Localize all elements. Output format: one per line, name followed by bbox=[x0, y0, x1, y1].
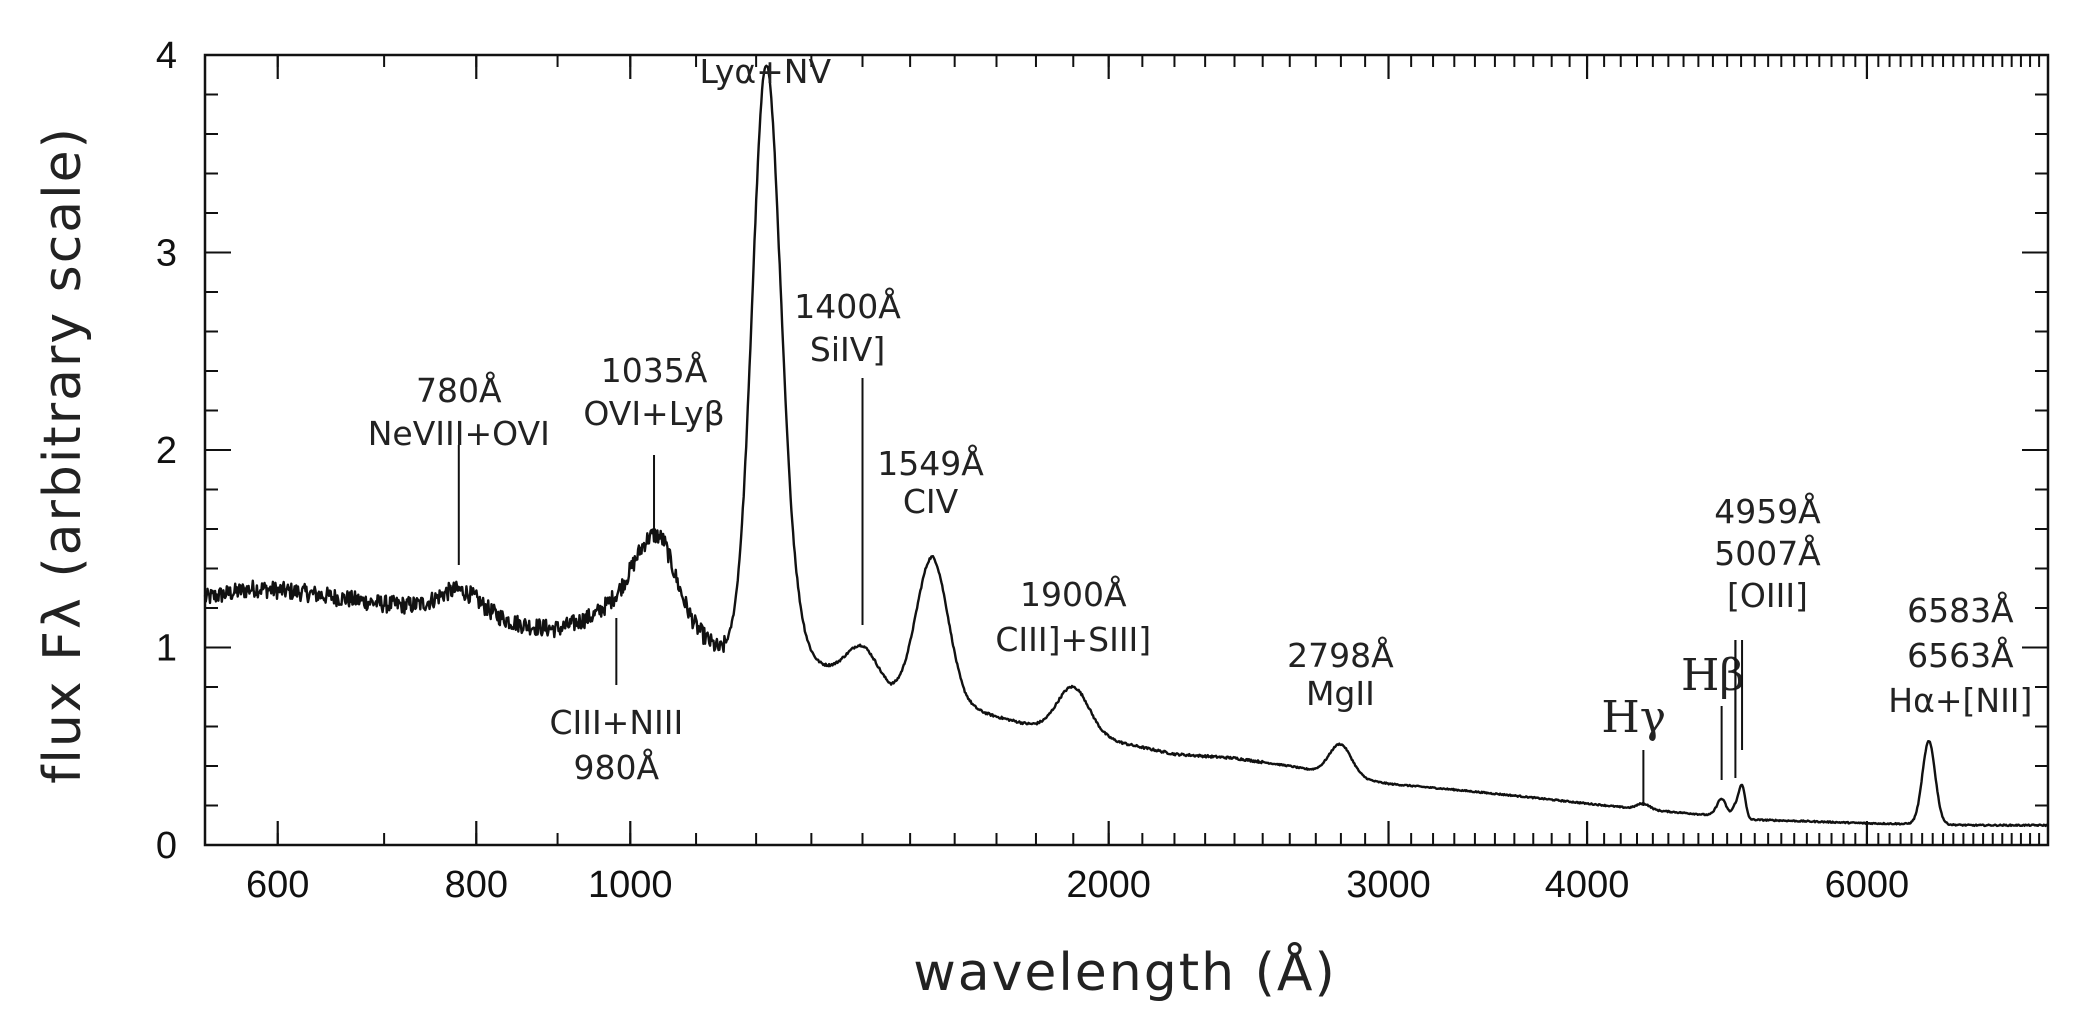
annotation-label: 1035Å bbox=[601, 350, 708, 390]
annotation-2: Lyα+NV bbox=[699, 52, 831, 91]
annotation-1: 1035Å OVI+Lyβ bbox=[583, 350, 725, 532]
annotation-label: 5007Å bbox=[1714, 533, 1821, 573]
annotation-8: Hγ bbox=[1601, 692, 1666, 806]
y-axis-title: flux Fλ (arbitrary scale) bbox=[33, 126, 93, 784]
spectrum-line bbox=[203, 64, 2049, 828]
x-tick-label: 2000 bbox=[1066, 864, 1151, 906]
annotation-5: 1900Å CIII]+SIII] bbox=[995, 574, 1151, 659]
annotation-label: Hγ bbox=[1601, 692, 1666, 743]
annotation-label: 6583Å bbox=[1907, 590, 2014, 630]
annotation-label: [OIII] bbox=[1727, 576, 1808, 615]
y-tick-label: 4 bbox=[156, 35, 177, 77]
annotation-label: 4959Å bbox=[1714, 491, 1821, 531]
annotation-label: CIV bbox=[903, 482, 959, 521]
x-tick-label: 4000 bbox=[1545, 864, 1630, 906]
series-layer bbox=[203, 64, 2049, 828]
annotation-3: 1400Å SiIV] bbox=[794, 286, 901, 625]
annotation-label: 780Å bbox=[416, 370, 502, 410]
x-tick-label: 1000 bbox=[588, 864, 673, 906]
annotation-label: Lyα+NV bbox=[699, 52, 831, 91]
annotation-11: 6583Å 6563Å Hα+[NII] bbox=[1888, 590, 2032, 720]
annotation-label: 6563Å bbox=[1907, 635, 2014, 675]
annotation-label: OVI+Lyβ bbox=[583, 394, 724, 433]
annotation-label: MgII bbox=[1306, 674, 1375, 713]
annotation-label: 1900Å bbox=[1020, 574, 1127, 614]
y-tick-label: 2 bbox=[156, 430, 177, 472]
x-axis-title: wavelength (Å) bbox=[913, 941, 1337, 1003]
x-tick-label: 800 bbox=[445, 864, 508, 906]
x-tick-label: 6000 bbox=[1825, 864, 1910, 906]
annotation-7: CIII+NIII 980Å bbox=[549, 618, 683, 787]
annotation-label: 2798Å bbox=[1287, 635, 1394, 675]
annotation-label: Hβ bbox=[1681, 650, 1745, 701]
annotation-label: 980Å bbox=[574, 747, 660, 787]
annotation-label: SiIV] bbox=[810, 330, 885, 369]
ticks bbox=[205, 54, 2049, 846]
y-tick-label: 0 bbox=[156, 825, 177, 867]
annotation-label: 1400Å bbox=[794, 286, 901, 326]
y-tick-label: 3 bbox=[156, 233, 177, 275]
y-tick-label: 1 bbox=[156, 628, 177, 670]
annotation-label: CIII]+SIII] bbox=[995, 620, 1151, 659]
annotation-9: Hβ bbox=[1681, 650, 1745, 780]
tick-labels: 600 800 1000 2000 3000 4000 6000 0 1 2 3 4 bbox=[156, 35, 1909, 906]
annotation-label: 1549Å bbox=[877, 443, 984, 483]
annotation-label: CIII+NIII bbox=[549, 703, 683, 742]
x-tick-label: 600 bbox=[246, 864, 309, 906]
x-tick-label: 3000 bbox=[1346, 864, 1431, 906]
annotation-label: Hα+[NII] bbox=[1888, 681, 2032, 720]
